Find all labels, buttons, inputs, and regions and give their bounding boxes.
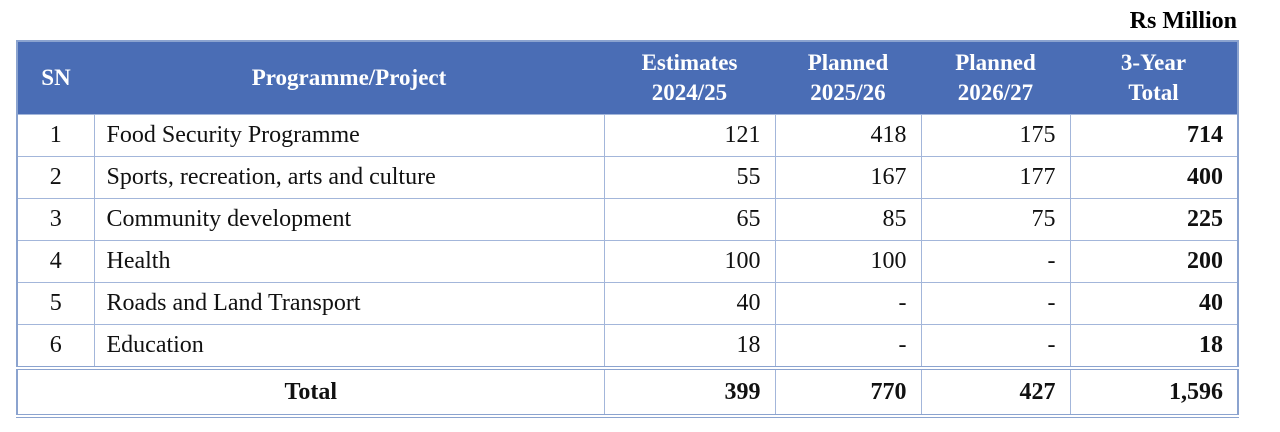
header-planned-2025-26: Planned 2025/26 — [775, 41, 921, 115]
header-3-year-total: 3-Year Total — [1070, 41, 1238, 115]
header-planned-2026-27: Planned 2026/27 — [921, 41, 1070, 115]
total-planned-2025-26-cell: 770 — [774, 366, 922, 418]
three-year-total-cell: 200 — [1069, 240, 1239, 283]
planned-2025-26-cell: - — [774, 282, 922, 325]
three-year-total-cell: 714 — [1069, 114, 1239, 157]
planned-2025-26-cell: 100 — [774, 240, 922, 283]
total-planned-2026-27-cell: 427 — [920, 366, 1071, 418]
table-row: 6 Education 18 - - 18 — [16, 324, 1239, 369]
table-row: 1 Food Security Programme 121 418 175 71… — [16, 114, 1239, 157]
total-3-year-cell: 1,596 — [1069, 366, 1239, 418]
table-header: SN Programme/Project Estimates 2024/25 Pl… — [17, 41, 1238, 115]
estimates-cell: 100 — [603, 240, 776, 283]
budget-table: SN Programme/Project Estimates 2024/25 Pl… — [16, 40, 1239, 418]
planned-2025-26-cell: 85 — [774, 198, 922, 241]
header-sn: SN — [17, 41, 94, 115]
table-row: 4 Health 100 100 - 200 — [16, 240, 1239, 283]
programme-cell: Sports, recreation, arts and culture — [93, 156, 605, 199]
table-row: 5 Roads and Land Transport 40 - - 40 — [16, 282, 1239, 325]
planned-2026-27-cell: - — [920, 324, 1071, 369]
planned-2026-27-cell: - — [920, 240, 1071, 283]
estimates-cell: 55 — [603, 156, 776, 199]
table-row: 3 Community development 65 85 75 225 — [16, 198, 1239, 241]
three-year-total-cell: 225 — [1069, 198, 1239, 241]
three-year-total-cell: 18 — [1069, 324, 1239, 369]
sn-cell: 3 — [16, 198, 95, 241]
planned-2026-27-cell: 75 — [920, 198, 1071, 241]
unit-label: Rs Million — [1129, 8, 1237, 34]
sn-cell: 1 — [16, 114, 95, 157]
table-footer: Total 399 770 427 1,596 — [16, 366, 1239, 418]
header-sn-label: SN — [41, 65, 71, 91]
table-body: 1 Food Security Programme 121 418 175 71… — [16, 114, 1239, 369]
table-row: 2 Sports, recreation, arts and culture 5… — [16, 156, 1239, 199]
sn-cell: 5 — [16, 282, 95, 325]
header-row: SN Programme/Project Estimates 2024/25 Pl… — [17, 41, 1238, 115]
three-year-total-cell: 400 — [1069, 156, 1239, 199]
header-programme: Programme/Project — [94, 41, 604, 115]
planned-2026-27-cell: - — [920, 282, 1071, 325]
total-estimates-cell: 399 — [603, 366, 776, 418]
header-estimates-2024-25: Estimates 2024/25 — [604, 41, 775, 115]
programme-cell: Education — [93, 324, 605, 369]
three-year-total-cell: 40 — [1069, 282, 1239, 325]
planned-2025-26-cell: - — [774, 324, 922, 369]
planned-2025-26-cell: 167 — [774, 156, 922, 199]
sn-cell: 2 — [16, 156, 95, 199]
planned-2025-26-cell: 418 — [774, 114, 922, 157]
planned-2026-27-cell: 175 — [920, 114, 1071, 157]
programme-cell: Community development — [93, 198, 605, 241]
page: Rs Million SN Programme/Project Estimate… — [16, 8, 1239, 418]
total-label-cell: Total — [16, 366, 605, 418]
estimates-cell: 121 — [603, 114, 776, 157]
estimates-cell: 40 — [603, 282, 776, 325]
sn-cell: 4 — [16, 240, 95, 283]
estimates-cell: 65 — [603, 198, 776, 241]
programme-cell: Health — [93, 240, 605, 283]
sn-cell: 6 — [16, 324, 95, 369]
planned-2026-27-cell: 177 — [920, 156, 1071, 199]
programme-cell: Food Security Programme — [93, 114, 605, 157]
header-programme-label: Programme/Project — [251, 65, 447, 91]
estimates-cell: 18 — [603, 324, 776, 369]
total-row: Total 399 770 427 1,596 — [16, 366, 1239, 418]
programme-cell: Roads and Land Transport — [93, 282, 605, 325]
